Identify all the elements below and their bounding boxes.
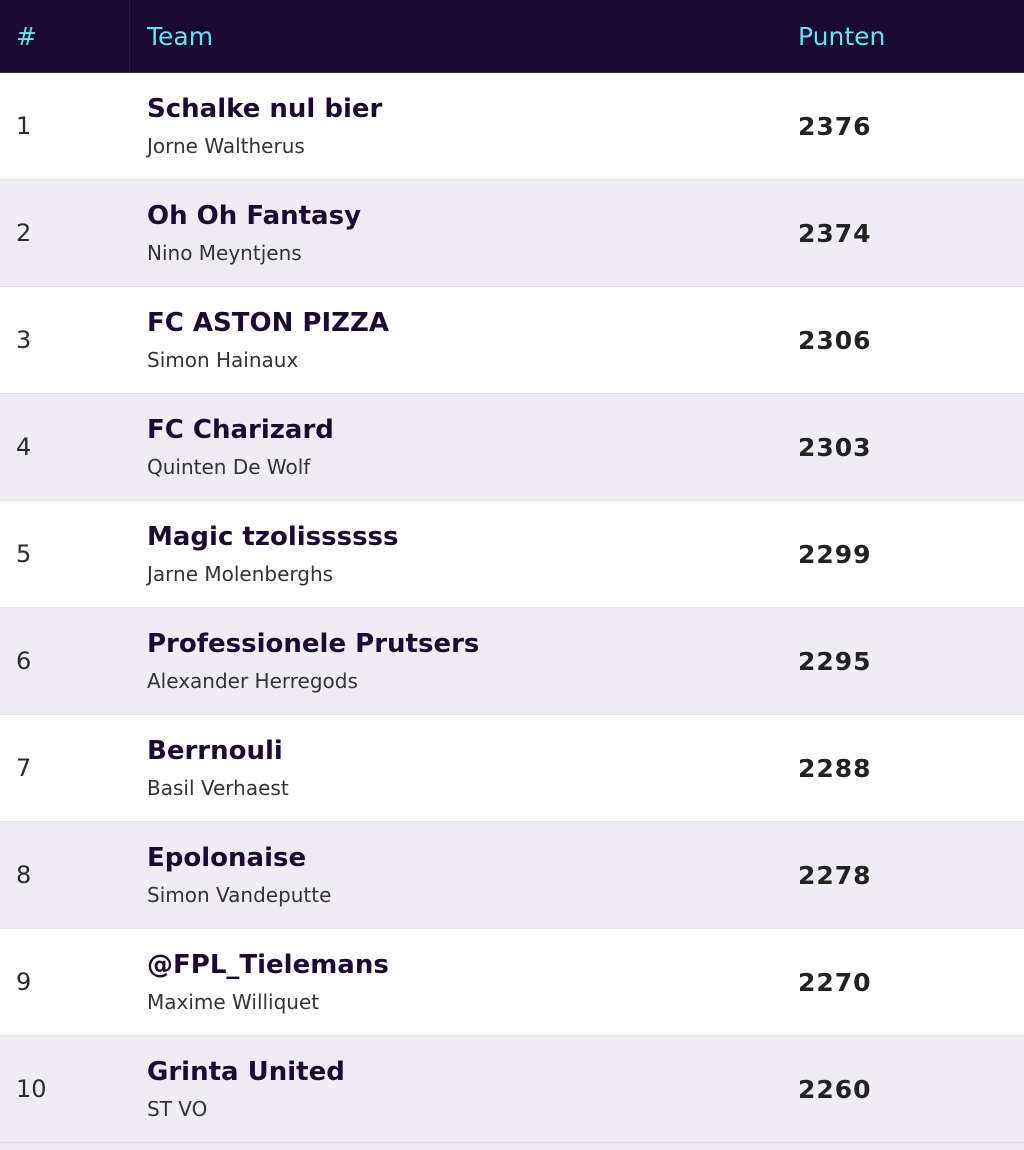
points: 2260 — [798, 1074, 872, 1104]
manager-name: Simon Hainaux — [147, 348, 299, 372]
table-row: 6 Professionele Prutsers Alexander Herrego… — [0, 608, 1024, 715]
points: 2376 — [798, 111, 872, 141]
table-row: 1 Schalke nul bier Jorne Waltherus 2376 — [0, 73, 1024, 180]
rank: 10 — [16, 1075, 47, 1103]
manager-name: Nino Meyntjens — [147, 241, 302, 265]
column-header: # — [0, 0, 130, 72]
points: 2295 — [798, 646, 872, 676]
points: 2303 — [798, 432, 872, 462]
team-name: Schalke nul bier — [147, 94, 383, 124]
manager-name: Jarne Molenberghs — [147, 562, 334, 586]
header-row: # Team Punten — [0, 0, 1024, 73]
points: 2288 — [798, 753, 872, 783]
table-row: 5 Magic tzolissssss Jarne Molenberghs 2299 — [0, 501, 1024, 608]
table-row: 7 Berrnouli Basil Verhaest 2288 — [0, 715, 1024, 822]
team-name: FC ASTON PIZZA — [147, 308, 389, 338]
team-cell: FC Charizard Quinten De Wolf — [130, 415, 782, 479]
table-body: 1 Schalke nul bier Jorne Waltherus 2376 2 Oh … — [0, 73, 1024, 1143]
team-cell: Grinta United ST VO — [130, 1057, 782, 1121]
table-row: 8 Epolonaise Simon Vandeputte 2278 — [0, 822, 1024, 929]
team-cell: Oh Oh Fantasy Nino Meyntjens — [130, 201, 782, 265]
manager-name: Simon Vandeputte — [147, 883, 332, 907]
manager-name: Maxime Williquet — [147, 990, 320, 1014]
team-name: @FPL_Tielemans — [147, 950, 389, 980]
rank: 6 — [16, 647, 32, 675]
points: 2306 — [798, 325, 872, 355]
team-name: Epolonaise — [147, 843, 307, 873]
team-cell: Magic tzolissssss Jarne Molenberghs — [130, 522, 782, 586]
table-row: 3 FC ASTON PIZZA Simon Hainaux 2306 — [0, 287, 1024, 394]
column-header: Punten — [798, 21, 886, 51]
team-name: Grinta United — [147, 1057, 345, 1087]
table-row: 10 Grinta United ST VO 2260 — [0, 1036, 1024, 1143]
rank: 5 — [16, 540, 32, 568]
rank: 2 — [16, 219, 32, 247]
manager-name: Jorne Waltherus — [147, 134, 305, 158]
points: 2374 — [798, 218, 872, 248]
team-cell: Epolonaise Simon Vandeputte — [130, 843, 782, 907]
team-cell: @FPL_Tielemans Maxime Williquet — [130, 950, 782, 1014]
column-header: Team — [147, 21, 214, 51]
points: 2299 — [798, 539, 872, 569]
points: 2270 — [798, 967, 872, 997]
team-cell: Berrnouli Basil Verhaest — [130, 736, 782, 800]
team-name: Professionele Prutsers — [147, 629, 480, 659]
team-name: FC Charizard — [147, 415, 334, 445]
rank: 8 — [16, 861, 32, 889]
team-cell: FC ASTON PIZZA Simon Hainaux — [130, 308, 782, 372]
rank: 9 — [16, 968, 32, 996]
team-name: Magic tzolissssss — [147, 522, 399, 552]
team-cell: Schalke nul bier Jorne Waltherus — [130, 94, 782, 158]
team-cell: Professionele Prutsers Alexander Herregod… — [130, 629, 782, 693]
rank: 1 — [16, 112, 32, 140]
team-name: Berrnouli — [147, 736, 283, 766]
table-row: 4 FC Charizard Quinten De Wolf 2303 — [0, 394, 1024, 501]
manager-name: Quinten De Wolf — [147, 455, 311, 479]
points: 2278 — [798, 860, 872, 890]
rank: 4 — [16, 433, 32, 461]
rank: 3 — [16, 326, 32, 354]
rank: 7 — [16, 754, 32, 782]
team-name: Oh Oh Fantasy — [147, 201, 362, 231]
manager-name: Basil Verhaest — [147, 776, 289, 800]
manager-name: ST VO — [147, 1097, 208, 1121]
manager-name: Alexander Herregods — [147, 669, 358, 693]
table-row: 9 @FPL_Tielemans Maxime Williquet 2270 — [0, 929, 1024, 1036]
table-row: 2 Oh Oh Fantasy Nino Meyntjens 2374 — [0, 180, 1024, 287]
